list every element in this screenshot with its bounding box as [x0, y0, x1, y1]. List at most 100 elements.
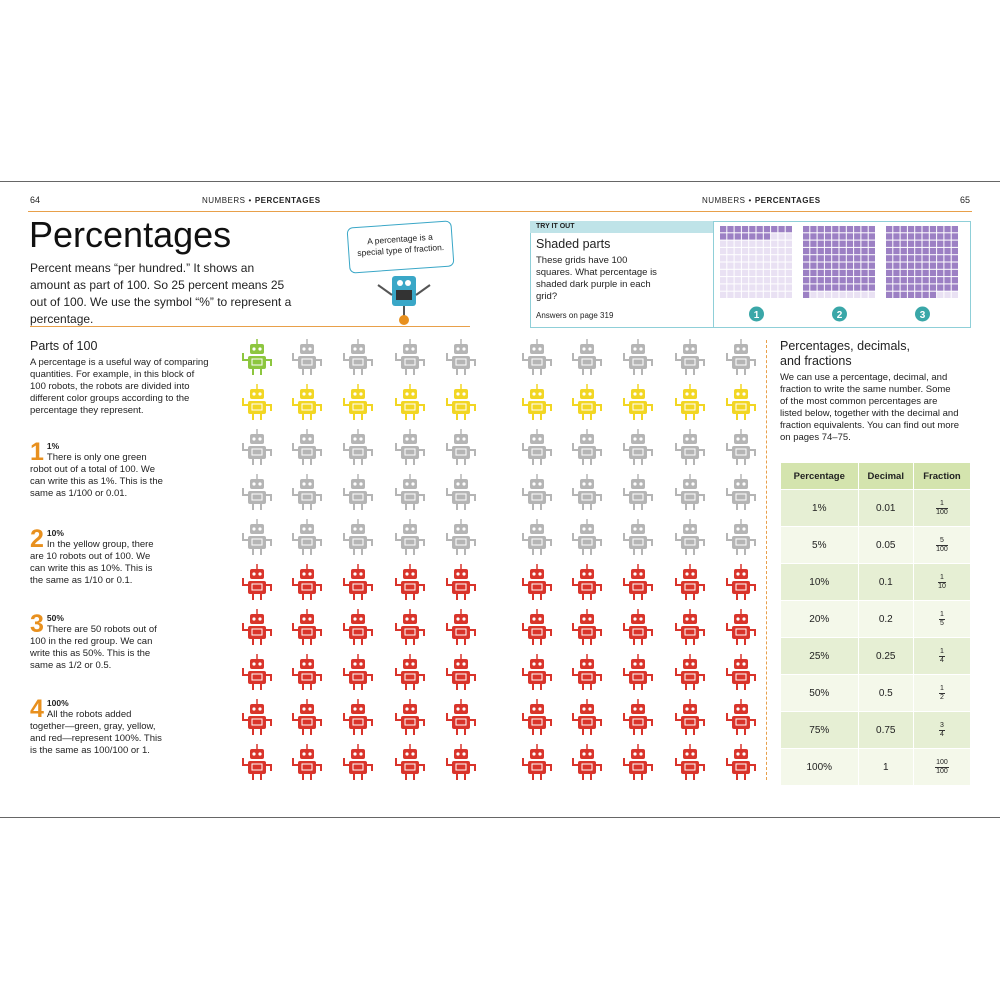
robot-body	[578, 491, 596, 504]
robot-body	[528, 716, 546, 729]
grid-square	[778, 255, 785, 262]
grid-square	[854, 291, 861, 298]
robot-arm	[446, 488, 452, 496]
robot-arm	[316, 764, 322, 771]
robot-body	[349, 716, 367, 729]
robot-head	[530, 479, 544, 489]
robot	[242, 654, 272, 690]
grid-square	[810, 226, 817, 233]
grid-square	[886, 226, 893, 233]
robot	[522, 744, 552, 780]
grid-square	[915, 240, 922, 247]
robot-arm	[367, 629, 373, 636]
robot-head	[250, 614, 264, 624]
robot-eye	[639, 662, 643, 666]
mascot-eye	[405, 280, 411, 286]
robot	[446, 519, 476, 555]
grid-square	[824, 284, 832, 291]
robot-eye	[308, 527, 312, 531]
grid-square	[915, 226, 922, 233]
robot-eye	[302, 437, 306, 441]
robot-arm	[750, 359, 756, 366]
grid-square	[778, 240, 785, 247]
grid-square	[763, 240, 771, 247]
robot-panel	[352, 448, 364, 456]
robot	[242, 699, 272, 735]
mascot-arm	[377, 284, 393, 296]
grid-square	[893, 226, 900, 233]
robot-arm	[546, 584, 552, 591]
robot-arm	[647, 719, 653, 726]
robot-arm	[266, 449, 272, 456]
grid-square	[937, 269, 944, 277]
table-cell: 100 100	[913, 749, 970, 785]
robot-panel	[455, 583, 467, 591]
robot-eye	[252, 482, 256, 486]
grid-square	[734, 226, 741, 233]
robot-head	[351, 704, 365, 714]
robot-eye	[456, 527, 460, 531]
grid-square	[824, 240, 832, 247]
percent-grid	[886, 226, 958, 298]
robot-arm	[623, 443, 629, 451]
robot	[572, 609, 602, 645]
grid-square	[839, 291, 846, 298]
spread-frame	[0, 181, 1000, 818]
robot-eye	[353, 752, 357, 756]
grid-square	[763, 262, 771, 269]
robot-head	[683, 569, 697, 579]
robot-body	[401, 356, 419, 369]
grid-square	[763, 226, 771, 233]
page-number: 64	[30, 195, 41, 205]
robot-arm	[395, 713, 401, 721]
robot-head	[530, 524, 544, 534]
robot-body	[629, 401, 647, 414]
robot-eye	[588, 752, 592, 756]
robot-body	[578, 401, 596, 414]
grid-square	[839, 269, 846, 277]
robot-eye	[691, 347, 695, 351]
header-topic: PERCENTAGES	[254, 196, 321, 205]
robot-panel	[404, 763, 416, 771]
robot-eye	[252, 707, 256, 711]
grid-number-badge	[915, 306, 930, 322]
robot-eye	[258, 482, 262, 486]
robot-arm	[292, 443, 298, 451]
robot	[675, 699, 705, 735]
grid-square	[944, 262, 951, 269]
grid-square	[922, 277, 929, 284]
robot-eye	[736, 437, 740, 441]
robot-eye	[308, 347, 312, 351]
robot-head	[683, 749, 697, 759]
grid-square	[951, 291, 958, 298]
robot-eye	[582, 707, 586, 711]
grid-square	[907, 233, 915, 240]
grid-square	[734, 269, 741, 277]
robot-panel	[352, 763, 364, 771]
fraction: 100 100	[935, 759, 949, 776]
grid-square	[951, 255, 958, 262]
robot-arm	[647, 359, 653, 366]
robot-panel	[404, 583, 416, 591]
robot	[522, 519, 552, 555]
robot	[242, 744, 272, 780]
robot-panel	[251, 358, 263, 366]
robot-panel	[251, 673, 263, 681]
denominator: 10	[938, 582, 946, 590]
table-cell: 5%	[781, 527, 858, 563]
grid-square	[846, 269, 854, 277]
robot-arm	[343, 353, 349, 361]
robot-head	[631, 569, 645, 579]
grid-square	[886, 255, 893, 262]
table-cell: 1	[858, 749, 913, 785]
robot-arm	[546, 494, 552, 501]
robot-panel	[531, 718, 543, 726]
robot-head	[351, 614, 365, 624]
running-header: NUMBERS • PERCENTAGES	[202, 196, 321, 205]
robot-arm	[292, 578, 298, 586]
robot-arm	[596, 494, 602, 501]
grid-square	[778, 291, 785, 298]
grid-square	[907, 255, 915, 262]
